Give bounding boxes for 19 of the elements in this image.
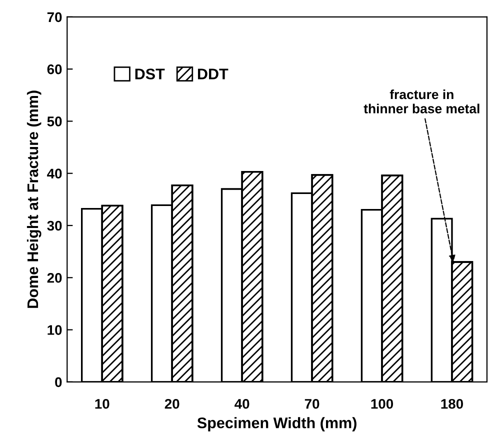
y-tick-label: 10	[48, 325, 62, 335]
y-tick-label: 40	[47, 168, 62, 179]
y-tick-label: 70	[47, 12, 62, 22]
legend-label: DDT	[198, 68, 228, 80]
annotation: fracture in thinner base metal	[364, 89, 480, 114]
x-tick-label: 40	[234, 398, 250, 409]
x-tick-label: 100	[371, 398, 394, 409]
x-tick-label: 20	[164, 398, 180, 409]
x-tick-label: 10	[95, 398, 110, 409]
x-tick-label: 70	[304, 398, 320, 409]
x-tick-label: 180	[441, 398, 464, 409]
y-tick-label: 30	[47, 220, 62, 231]
y-tick-label: 20	[47, 272, 62, 283]
x-axis-title: Specimen Width (mm)	[197, 417, 356, 432]
y-axis-title: Dome Height at Fracture (mm)	[26, 90, 42, 308]
legend-label: DST	[135, 68, 165, 80]
y-tick-label: 60	[47, 64, 62, 74]
y-tick-label: 50	[47, 116, 62, 126]
y-tick-label: 0	[55, 377, 62, 388]
